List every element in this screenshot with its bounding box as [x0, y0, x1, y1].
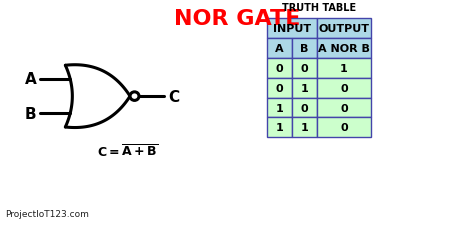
Text: 1: 1 — [340, 63, 348, 73]
Circle shape — [130, 92, 139, 101]
Bar — [267, 118, 292, 138]
Bar — [292, 78, 317, 98]
Bar — [317, 19, 371, 38]
Text: 0: 0 — [275, 63, 283, 73]
Text: 0: 0 — [275, 83, 283, 93]
Bar — [317, 78, 371, 98]
Bar — [317, 98, 371, 118]
Text: A NOR B: A NOR B — [318, 43, 370, 54]
Bar — [317, 58, 371, 78]
Bar — [267, 38, 292, 58]
Text: A: A — [275, 43, 283, 54]
Text: 0: 0 — [301, 103, 308, 113]
Bar — [292, 38, 317, 58]
Bar — [317, 118, 371, 138]
Text: B: B — [25, 106, 36, 121]
Bar — [292, 58, 317, 78]
Text: OUTPUT: OUTPUT — [319, 24, 369, 34]
Text: TRUTH TABLE: TRUTH TABLE — [282, 3, 356, 13]
Text: 0: 0 — [340, 103, 348, 113]
Text: 0: 0 — [340, 83, 348, 93]
Bar — [292, 118, 317, 138]
Text: 1: 1 — [301, 123, 308, 133]
Bar — [267, 58, 292, 78]
Text: A: A — [25, 72, 36, 87]
Text: 1: 1 — [275, 103, 283, 113]
Text: B: B — [300, 43, 309, 54]
Text: INPUT: INPUT — [273, 24, 311, 34]
Bar — [292, 98, 317, 118]
Bar — [267, 19, 317, 38]
Text: 1: 1 — [301, 83, 308, 93]
Text: 0: 0 — [301, 63, 308, 73]
Text: C: C — [168, 89, 179, 104]
Text: NOR GATE: NOR GATE — [174, 9, 300, 29]
Text: ProjectIoT123.com: ProjectIoT123.com — [5, 209, 89, 218]
Bar — [317, 38, 371, 58]
Bar — [267, 78, 292, 98]
Text: 1: 1 — [275, 123, 283, 133]
Text: 0: 0 — [340, 123, 348, 133]
Bar — [267, 98, 292, 118]
Text: $\mathbf{C = \overline{A + B}}$: $\mathbf{C = \overline{A + B}}$ — [97, 143, 158, 159]
